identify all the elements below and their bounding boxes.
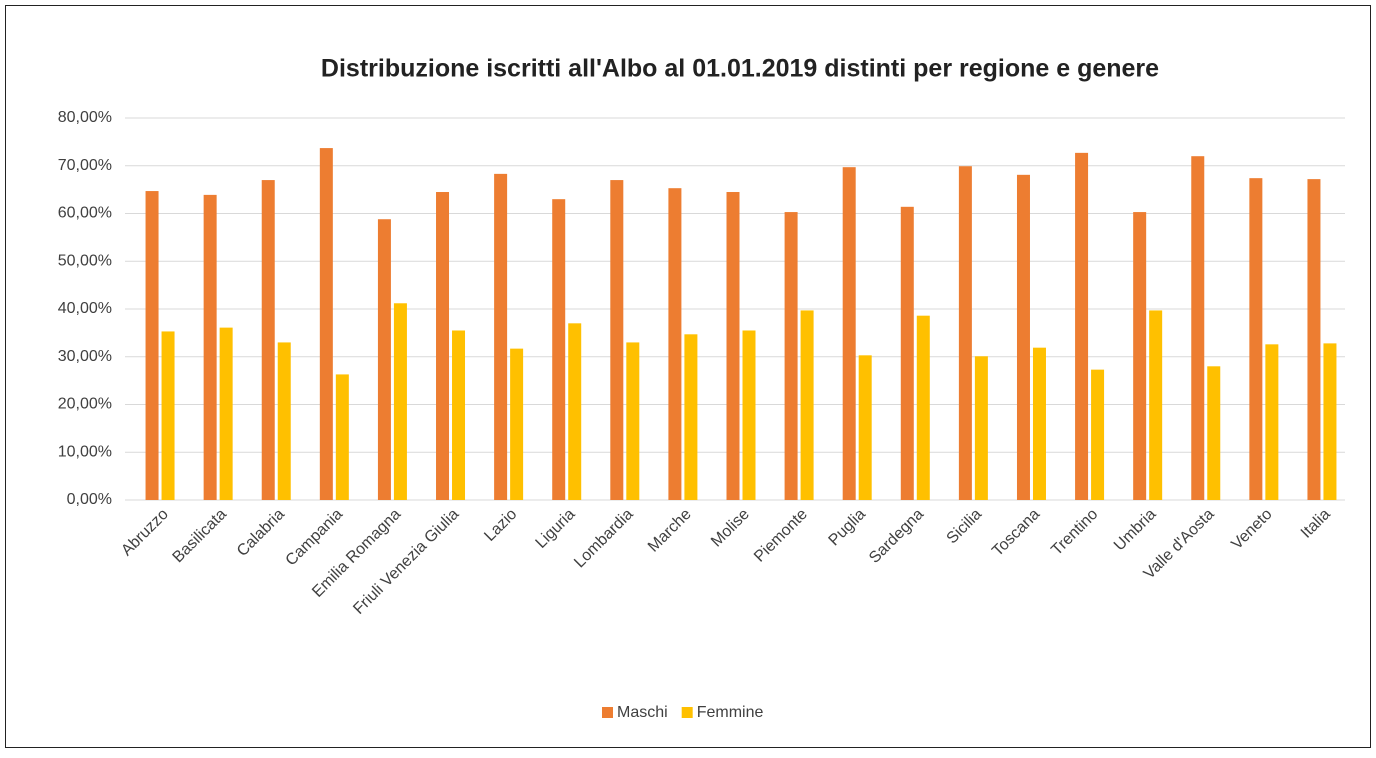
bar [1207,366,1221,500]
bar [568,323,582,500]
bar [610,180,624,500]
bar [1191,156,1205,500]
bar [452,330,466,500]
y-tick-label: 20,00% [58,396,112,413]
bar [393,303,407,500]
bar [684,334,698,500]
chart-title: Distribuzione iscritti all'Albo al 01.01… [321,55,1159,83]
bar [1307,179,1321,500]
y-tick-label: 0,00% [67,491,112,508]
bar [1133,212,1147,500]
bar [1075,152,1089,501]
y-tick-label: 50,00% [58,252,112,269]
bar [1149,310,1163,500]
bar [436,192,450,500]
bar [161,331,175,500]
bar [219,327,233,500]
bar [203,194,217,500]
y-tick-label: 70,00% [58,157,112,174]
bar [974,356,988,500]
bar [319,148,333,500]
bar [668,188,682,500]
bar [958,166,972,501]
bar [1249,178,1263,501]
bar [742,330,756,500]
bar [800,310,814,500]
bar [916,315,930,500]
y-tick-label: 80,00% [58,109,112,126]
bar [626,342,640,500]
bar [1323,343,1337,500]
bar [858,355,872,500]
bar [494,173,508,500]
bar [145,191,159,500]
bar [510,348,524,500]
bar [377,219,391,501]
bar [1032,347,1046,500]
y-tick-label: 60,00% [58,205,112,222]
legend-label: Maschi [617,704,668,721]
bar [552,199,566,501]
bar [1265,344,1279,500]
bar [277,342,291,500]
bar [842,167,856,500]
bar [261,180,275,500]
bar [900,206,914,500]
bar [335,374,349,500]
legend-label: Femmine [697,704,764,721]
bar [1091,369,1105,500]
legend-swatch [681,707,693,718]
bar [726,192,740,500]
y-tick-label: 40,00% [58,300,112,317]
legend-swatch [602,707,613,718]
bar [1016,174,1030,500]
bar [784,212,798,500]
y-tick-label: 10,00% [58,443,112,460]
y-tick-label: 30,00% [58,348,112,365]
